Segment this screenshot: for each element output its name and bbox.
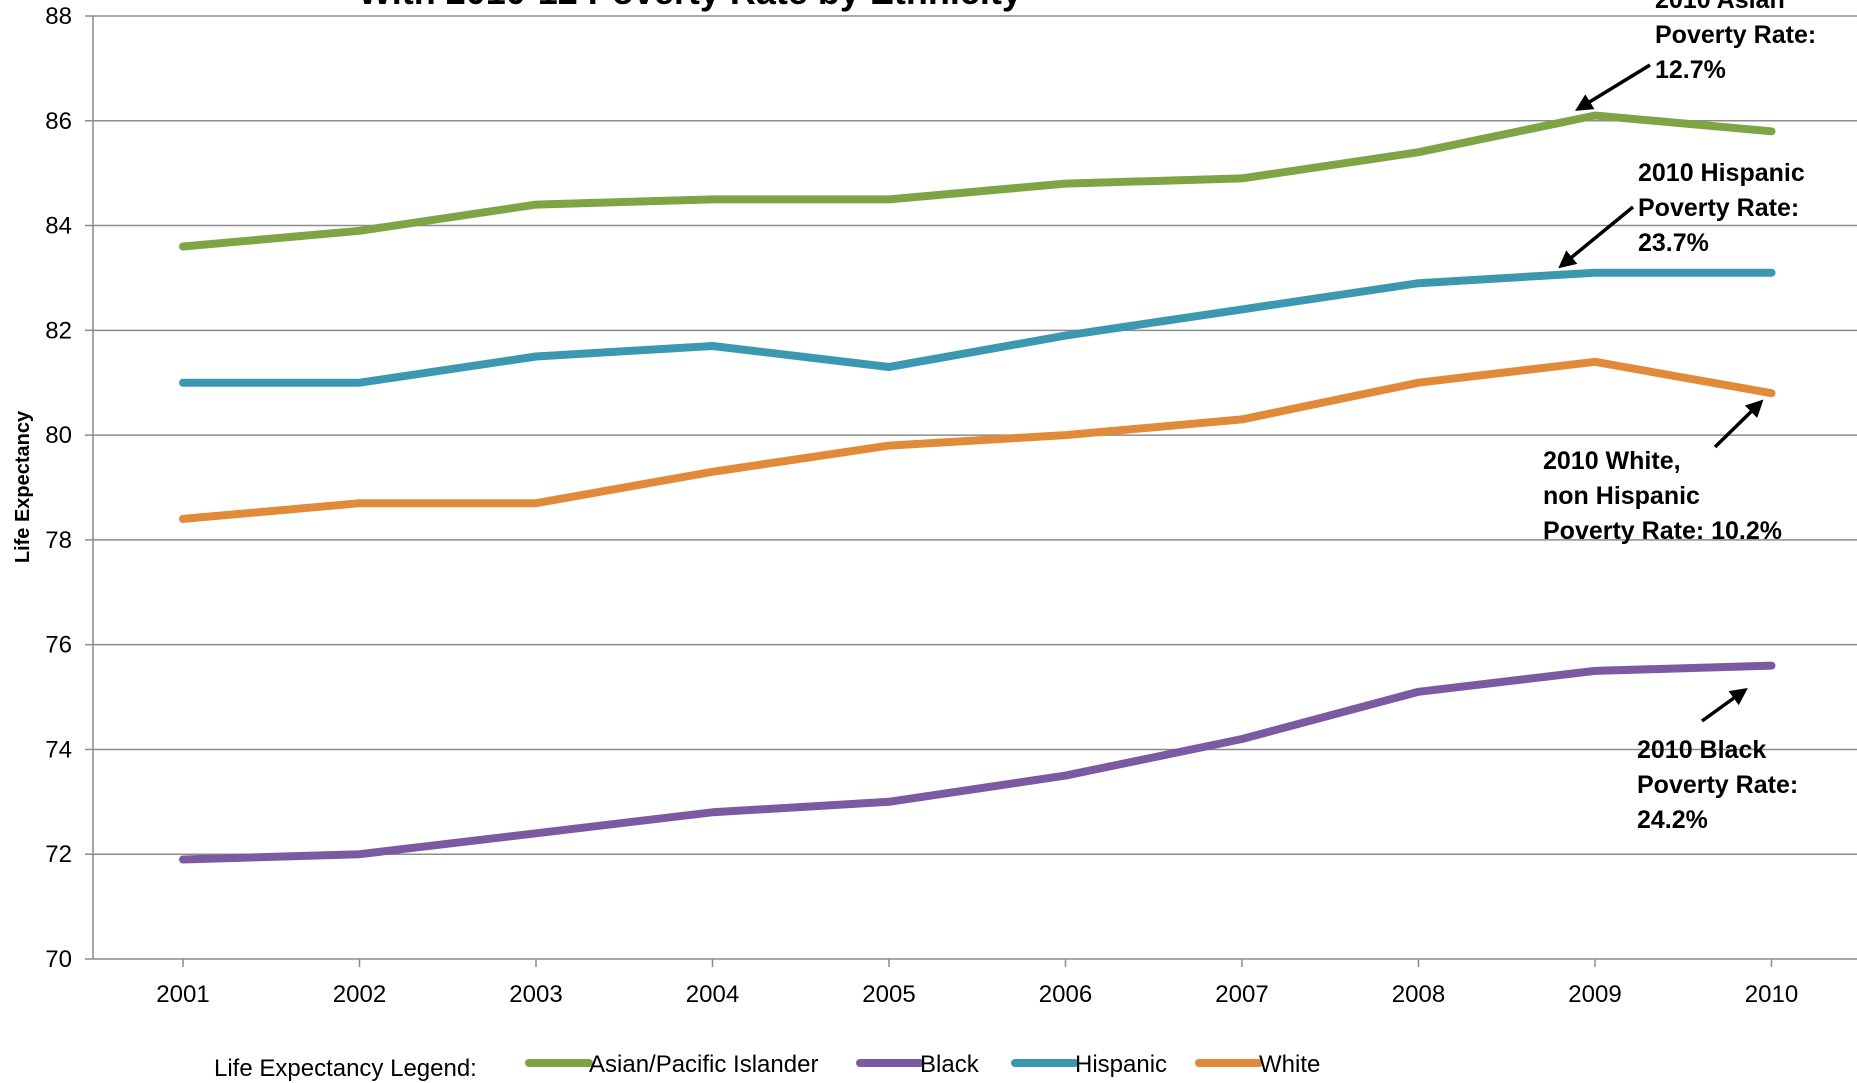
annotation-black-line-1: 2010 Black <box>1637 736 1766 764</box>
x-tick-label: 2002 <box>333 981 386 1008</box>
y-axis-tick-labels: 70 72 74 76 78 80 82 84 86 88 <box>45 3 72 973</box>
y-tick-label: 80 <box>45 422 72 449</box>
x-tick-label: 2005 <box>862 981 915 1008</box>
annotation-asian-line-3: 12.7% <box>1655 56 1726 84</box>
legend-label-black: Black <box>920 1051 980 1078</box>
y-tick-label: 78 <box>45 527 72 554</box>
chart-title: With 2010-12 Poverty Rate by Ethnicity <box>358 0 1022 12</box>
annotation-asian-arrow <box>1575 63 1651 111</box>
x-tick-label: 2006 <box>1039 981 1092 1008</box>
y-tick-label: 70 <box>45 946 72 973</box>
x-tick-label: 2001 <box>156 981 209 1008</box>
legend-item-hispanic: Hispanic <box>1011 1051 1167 1078</box>
annotation-white-line-3: Poverty Rate: 10.2% <box>1543 517 1782 545</box>
legend-label-hispanic: Hispanic <box>1075 1051 1167 1078</box>
y-tick-label: 88 <box>45 3 72 30</box>
x-tick-label: 2007 <box>1215 981 1268 1008</box>
legend-item-white: White <box>1195 1051 1320 1078</box>
legend-item-asian: Asian/Pacific Islander <box>525 1051 818 1078</box>
annotation-white-arrow <box>1713 399 1764 449</box>
annotation-asian-line-2: Poverty Rate: <box>1655 21 1816 49</box>
annotation-white-line-2: non Hispanic <box>1543 482 1700 510</box>
annotation-hispanic-line-3: 23.7% <box>1638 229 1709 257</box>
legend-label-white: White <box>1259 1051 1320 1078</box>
y-tick-label: 84 <box>45 213 72 240</box>
svg-text:2010 Asian Poverty Rate:: 2010 Asian Poverty Rate: 12.7% <box>1655 0 1823 84</box>
series-lines <box>179 111 1776 864</box>
legend-title: Life Expectancy Legend: <box>214 1055 477 1082</box>
annotation-black-arrow <box>1700 687 1748 723</box>
series-line-asian-pacific-islander <box>179 111 1776 251</box>
y-tick-label: 72 <box>45 841 72 868</box>
annotation-white-line-1: 2010 White, <box>1543 447 1681 475</box>
legend-item-black: Black <box>856 1051 980 1078</box>
y-tick-label: 74 <box>45 736 72 763</box>
annotation-white: 2010 White, non Hispanic Poverty Rate: 1… <box>1543 399 1782 545</box>
y-tick-label: 86 <box>45 108 72 135</box>
x-axis-tick-labels: 2001 2002 2003 2004 2005 2006 2007 2008 2009 2010 <box>156 981 1798 1008</box>
x-tick-label: 2009 <box>1568 981 1621 1008</box>
svg-text:2010 Black Poverty Rate:: 2010 Black Poverty Rate: 24.2% <box>1637 736 1805 834</box>
axes <box>92 16 1857 967</box>
legend: Life Expectancy Legend: Asian/Pacific Is… <box>214 1051 1320 1082</box>
series-line-hispanic <box>179 268 1776 387</box>
x-tick-label: 2010 <box>1745 981 1798 1008</box>
x-tick-label: 2004 <box>686 981 739 1008</box>
annotation-black-line-3: 24.2% <box>1637 806 1708 834</box>
x-tick-label: 2008 <box>1392 981 1445 1008</box>
annotation-hispanic-line-2: Poverty Rate: <box>1638 194 1799 222</box>
series-line-black <box>179 661 1776 864</box>
annotation-hispanic: 2010 Hispanic Poverty Rate: 23.7% <box>1558 159 1812 269</box>
y-tick-label: 82 <box>45 317 72 344</box>
annotation-asian-line-1: 2010 Asian <box>1655 0 1785 14</box>
legend-label-asian: Asian/Pacific Islander <box>589 1051 818 1078</box>
svg-text:2010 Hispanic Poverty Ra: 2010 Hispanic Poverty Rate: 23.7% <box>1638 159 1812 257</box>
svg-text:2010 White, non Hispanic: 2010 White, non Hispanic Poverty Rate: 1… <box>1543 447 1782 545</box>
y-tick-label: 76 <box>45 632 72 659</box>
annotation-black-line-2: Poverty Rate: <box>1637 771 1798 799</box>
annotation-hispanic-line-1: 2010 Hispanic <box>1638 159 1805 187</box>
x-tick-label: 2003 <box>509 981 562 1008</box>
annotation-black: 2010 Black Poverty Rate: 24.2% <box>1637 687 1805 834</box>
annotation-asian: 2010 Asian Poverty Rate: 12.7% <box>1575 0 1823 111</box>
y-axis-label: Life Expectancy <box>12 410 34 563</box>
series-line-white <box>179 357 1776 523</box>
annotation-hispanic-arrow <box>1558 205 1635 269</box>
